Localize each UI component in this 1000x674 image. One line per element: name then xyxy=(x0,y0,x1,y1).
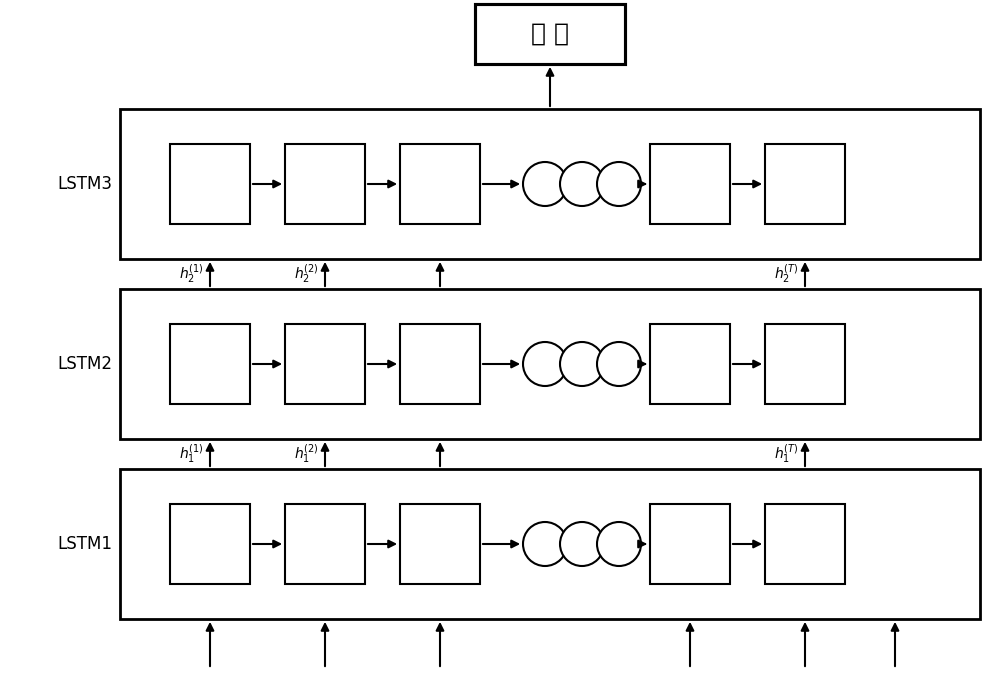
Circle shape xyxy=(560,162,604,206)
Bar xyxy=(285,144,365,224)
Text: $h_2^{(T)}$: $h_2^{(T)}$ xyxy=(774,263,799,285)
Bar xyxy=(475,4,625,64)
Bar xyxy=(765,504,845,584)
Text: $h_1^{(1)}$: $h_1^{(1)}$ xyxy=(179,443,204,465)
Bar xyxy=(650,144,730,224)
Circle shape xyxy=(597,342,641,386)
Text: 输 出: 输 出 xyxy=(531,22,569,46)
Bar xyxy=(400,324,480,404)
Bar xyxy=(120,109,980,259)
Bar xyxy=(400,144,480,224)
Bar xyxy=(170,504,250,584)
Bar xyxy=(170,144,250,224)
Circle shape xyxy=(597,522,641,566)
Bar xyxy=(400,504,480,584)
Text: $h_2^{(1)}$: $h_2^{(1)}$ xyxy=(179,263,204,285)
Text: $h_1^{(T)}$: $h_1^{(T)}$ xyxy=(774,443,799,465)
Circle shape xyxy=(560,522,604,566)
Text: LSTM1: LSTM1 xyxy=(57,535,112,553)
Bar xyxy=(120,289,980,439)
Bar xyxy=(650,504,730,584)
Text: $h_1^{(2)}$: $h_1^{(2)}$ xyxy=(294,443,319,465)
Bar xyxy=(285,324,365,404)
Circle shape xyxy=(523,342,567,386)
Bar xyxy=(650,324,730,404)
Circle shape xyxy=(523,162,567,206)
Bar xyxy=(120,469,980,619)
Bar xyxy=(285,504,365,584)
Text: LSTM3: LSTM3 xyxy=(57,175,112,193)
Bar xyxy=(765,324,845,404)
Circle shape xyxy=(560,342,604,386)
Circle shape xyxy=(523,522,567,566)
Bar xyxy=(170,324,250,404)
Bar xyxy=(765,144,845,224)
Text: LSTM2: LSTM2 xyxy=(57,355,112,373)
Circle shape xyxy=(597,162,641,206)
Text: $h_2^{(2)}$: $h_2^{(2)}$ xyxy=(294,263,319,285)
